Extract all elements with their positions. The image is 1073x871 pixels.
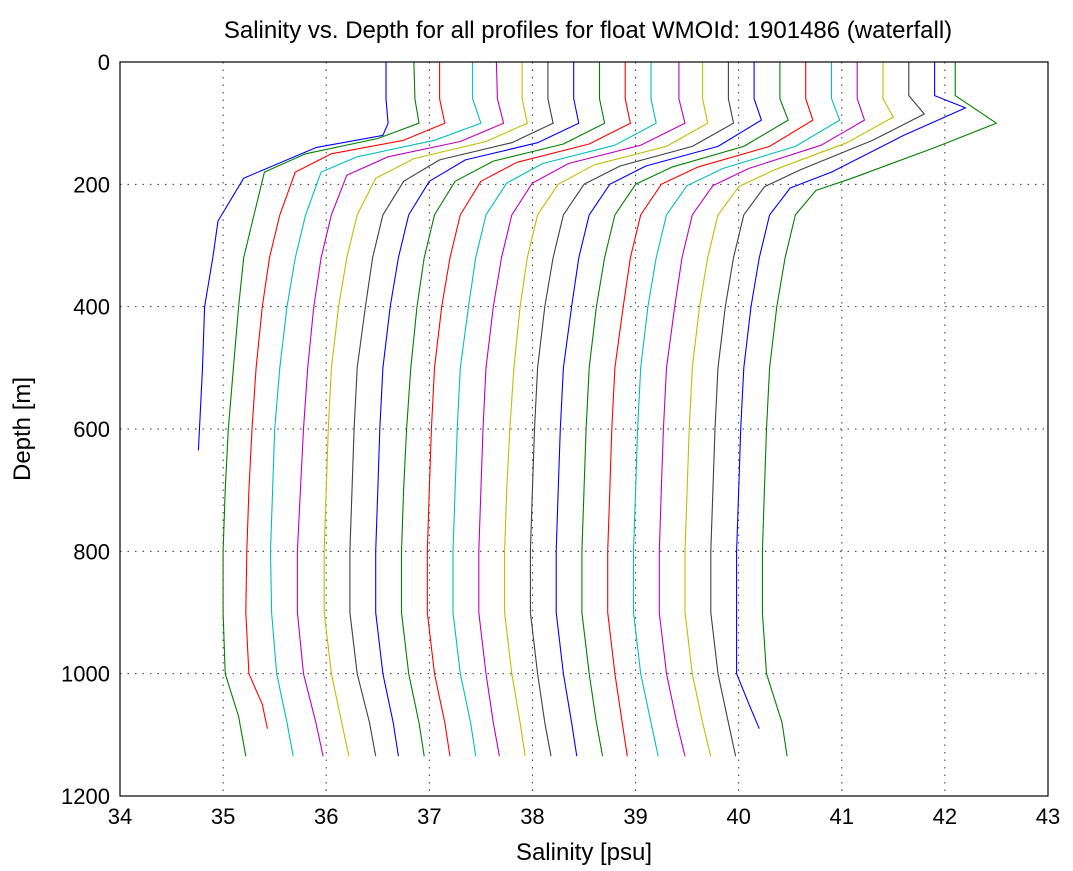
x-tick-label: 34	[108, 804, 132, 829]
profile-line-15	[555, 62, 762, 757]
y-tick-label: 1000	[61, 662, 110, 687]
y-tick-label: 200	[73, 172, 110, 197]
y-tick-label: 600	[73, 417, 110, 442]
x-tick-label: 37	[417, 804, 441, 829]
profile-line-18	[632, 62, 841, 757]
y-tick-label: 800	[73, 539, 110, 564]
x-tick-label: 36	[314, 804, 338, 829]
profile-line-23	[761, 62, 997, 757]
y-tick-label: 0	[98, 50, 110, 75]
x-tick-label: 40	[726, 804, 750, 829]
profile-line-16	[581, 62, 789, 757]
profile-line-21	[710, 62, 925, 757]
profile-line-7	[349, 62, 554, 757]
x-tick-label: 42	[933, 804, 957, 829]
profile-line-19	[658, 62, 866, 757]
y-axis-title: Depth [m]	[9, 377, 36, 481]
x-tick-label: 41	[830, 804, 854, 829]
x-axis-title: Salinity [psu]	[516, 839, 652, 866]
plot-frame	[119, 61, 1049, 797]
profile-line-11	[452, 62, 657, 757]
x-tick-labels: 34 35 36 37 38 39 40 41 42 43	[108, 804, 1060, 829]
profile-line-13	[504, 62, 709, 757]
series-layer	[197, 61, 997, 757]
profile-line-10	[426, 62, 631, 757]
grid-lines	[120, 62, 1048, 796]
x-tick-label: 38	[520, 804, 544, 829]
profile-line-1	[197, 62, 389, 451]
profile-line-8	[375, 62, 580, 757]
profile-line-6	[323, 62, 528, 757]
profile-line-4	[269, 62, 482, 757]
profile-line-14	[529, 62, 735, 757]
profile-line-22	[736, 62, 967, 729]
profile-line-9	[400, 62, 606, 757]
y-tick-labels: 0 200 400 600 800 1000 1200	[61, 50, 110, 809]
x-tick-label: 39	[623, 804, 647, 829]
profile-line-20	[684, 62, 894, 757]
profile-line-17	[607, 62, 814, 757]
chart-title: Salinity vs. Depth for all profiles for …	[224, 17, 952, 44]
profile-line-5	[296, 61, 505, 757]
profile-line-2	[222, 61, 420, 757]
profile-line-12	[478, 62, 686, 757]
x-tick-label: 35	[211, 804, 235, 829]
x-tick-label: 43	[1036, 804, 1060, 829]
y-tick-label: 1200	[61, 784, 110, 809]
y-tick-label: 400	[73, 295, 110, 320]
profile-line-3	[245, 62, 446, 729]
